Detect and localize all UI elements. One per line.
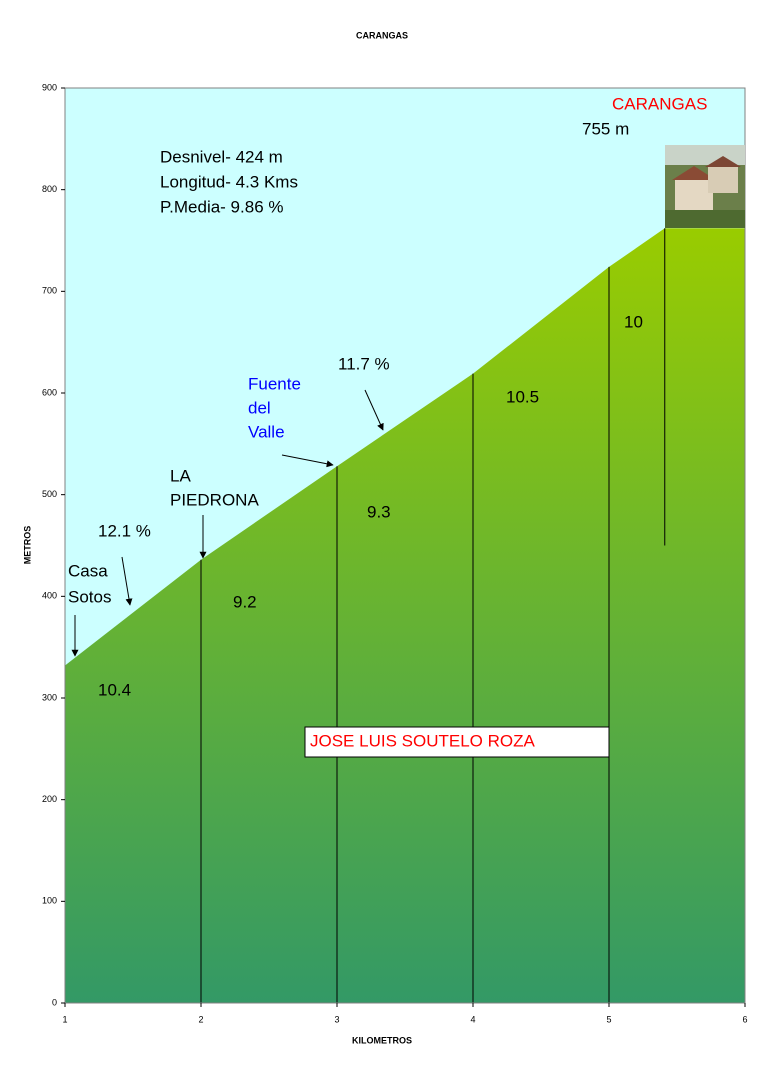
y-tick-label: 400	[42, 591, 57, 601]
house	[675, 178, 713, 210]
annotation: Longitud- 4.3 Kms	[160, 172, 298, 191]
annotation: 755 m	[582, 119, 629, 138]
y-tick-label: 300	[42, 692, 57, 702]
y-tick-label: 0	[52, 997, 57, 1007]
annotation: P.Media- 9.86 %	[160, 197, 283, 216]
photo-sky	[665, 145, 745, 165]
annotation: 12.1 %	[98, 521, 151, 540]
annotation: del	[248, 398, 271, 417]
x-tick-label: 4	[470, 1014, 475, 1024]
pointer-arrow	[364, 389, 384, 431]
x-tick-label: 2	[198, 1014, 203, 1024]
x-axis-title: KILOMETROS	[352, 1035, 412, 1045]
annotation: Sotos	[68, 587, 111, 606]
annotation: JOSE LUIS SOUTELO ROZA	[310, 731, 535, 750]
y-tick-label: 500	[42, 489, 57, 499]
village-photo	[665, 145, 745, 228]
annotation: Valle	[248, 422, 285, 441]
roof2	[705, 156, 741, 167]
y-tick-label: 100	[42, 896, 57, 906]
y-tick-label: 800	[42, 184, 57, 194]
annotation: 10.5	[506, 387, 539, 406]
annotation: CARANGAS	[612, 94, 707, 113]
x-tick-label: 1	[62, 1014, 67, 1024]
annotation: Casa	[68, 561, 108, 580]
y-axis-title: METROS	[22, 526, 32, 565]
annotation: 11.7 %	[338, 354, 390, 373]
annotation: Fuente	[248, 374, 301, 393]
annotation: 10.4	[98, 680, 131, 699]
pointer-arrow	[121, 556, 133, 606]
x-tick-label: 3	[334, 1014, 339, 1024]
annotation: Desnivel- 424 m	[160, 147, 283, 166]
annotation: 10	[624, 312, 643, 331]
annotation: LA	[170, 466, 191, 485]
y-tick-label: 600	[42, 387, 57, 397]
pointer-arrow	[281, 454, 334, 468]
plot-frame	[64, 87, 746, 1004]
author-box	[304, 726, 610, 758]
x-tick-label: 6	[742, 1014, 747, 1024]
elevation-area	[65, 228, 745, 1004]
x-tick-label: 5	[606, 1014, 611, 1024]
ground	[665, 210, 745, 228]
annotation: PIEDRONA	[170, 490, 259, 509]
y-tick-label: 700	[42, 286, 57, 296]
y-tick-label: 900	[42, 82, 57, 92]
house2	[708, 165, 738, 193]
roof	[672, 166, 716, 180]
y-tick-label: 200	[42, 794, 57, 804]
chart-title: CARANGAS	[356, 30, 408, 40]
annotation: 9.3	[367, 502, 391, 521]
annotation: 9.2	[233, 592, 257, 611]
